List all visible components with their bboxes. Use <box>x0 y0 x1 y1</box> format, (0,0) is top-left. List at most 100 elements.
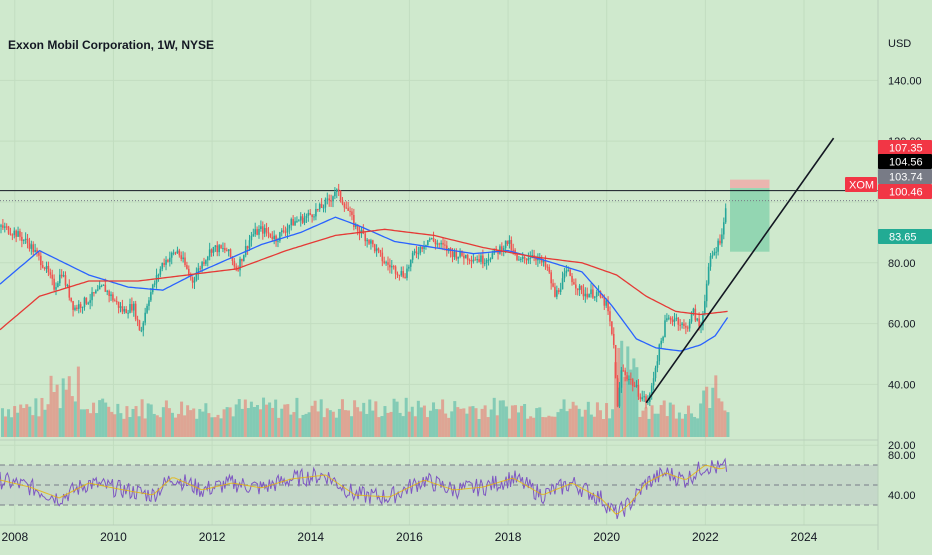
candle-body <box>364 233 367 242</box>
candle-body <box>586 293 589 298</box>
candle-body <box>265 227 268 233</box>
volume-bar <box>404 397 408 437</box>
candle-body <box>609 311 611 322</box>
candle-body <box>662 336 664 341</box>
candle-body <box>698 318 700 327</box>
candle-body <box>356 224 359 231</box>
candle-body <box>457 256 459 259</box>
candle-body <box>224 248 226 251</box>
candle-body <box>222 248 224 250</box>
volume-bar <box>605 403 609 437</box>
volume-bar <box>40 397 44 437</box>
volume-bar <box>428 410 432 437</box>
candle-body <box>267 232 270 234</box>
candle-body <box>379 250 382 253</box>
volume-bar <box>359 411 363 437</box>
candle-body <box>704 301 706 315</box>
volume-bar <box>313 400 317 437</box>
volume-bar <box>189 410 193 437</box>
candle-body <box>169 257 171 262</box>
candle-body <box>159 268 162 275</box>
candle-body <box>123 309 126 312</box>
volume-bar <box>101 398 105 437</box>
candle-body <box>106 290 109 292</box>
candle-body <box>258 229 260 235</box>
candle-body <box>478 259 480 262</box>
volume-bar <box>183 415 187 437</box>
volume-bar <box>204 403 208 437</box>
candle-body <box>724 208 727 223</box>
candle-body <box>279 232 281 241</box>
candle-body <box>354 224 357 227</box>
time-axis[interactable]: 2008 2010 2012 2014 2016 2018 2020 2022 2024 <box>1 530 817 544</box>
time-tick: 2020 <box>593 530 620 544</box>
volume-bar <box>629 369 633 437</box>
candle-body <box>563 273 566 279</box>
candle-body <box>398 274 401 276</box>
volume-bar <box>170 412 174 437</box>
candle-body <box>508 239 511 244</box>
candle-body <box>275 235 277 242</box>
ma-fast-line <box>0 216 729 352</box>
candle-body <box>546 266 549 268</box>
price-tick: 60.00 <box>888 319 916 331</box>
candle-body <box>493 248 496 254</box>
volume-bar <box>295 397 299 437</box>
volume-bar <box>34 398 38 437</box>
volume-bar <box>368 399 372 437</box>
candle-body <box>233 260 236 267</box>
candle-body <box>417 253 420 255</box>
candle-body <box>153 283 156 285</box>
volume-bar <box>283 404 287 437</box>
trendline[interactable] <box>645 137 835 404</box>
volume-bar <box>529 416 533 437</box>
short-position-tool[interactable] <box>730 179 770 252</box>
volume-bar <box>134 406 138 437</box>
candle-body <box>459 250 461 257</box>
volume-bar <box>292 412 296 437</box>
candle-body <box>516 254 518 260</box>
candle-body <box>57 283 59 288</box>
candle-body <box>260 226 262 230</box>
candle-body <box>40 255 42 266</box>
volume-bar <box>280 408 284 437</box>
candle-body <box>472 259 475 262</box>
volume-bar <box>92 402 96 437</box>
candle-body <box>669 317 672 321</box>
candle-body <box>318 204 321 210</box>
candle-body <box>527 258 530 261</box>
volume-bar <box>410 406 414 437</box>
volume-bar <box>441 399 445 437</box>
volume-bar <box>380 416 384 437</box>
candle-body <box>605 300 607 306</box>
candle-body <box>409 259 412 267</box>
volume-bar <box>696 418 700 437</box>
volume-bar <box>589 414 593 437</box>
volume-bar <box>690 413 694 437</box>
candle-body <box>102 284 105 286</box>
volume-bar <box>416 400 420 437</box>
candle-body <box>95 290 97 294</box>
volume-bar <box>131 408 135 437</box>
volume-bar <box>95 413 99 437</box>
candle-body <box>244 246 247 256</box>
ascending-trendline[interactable] <box>645 137 835 404</box>
candle-body <box>26 238 29 244</box>
candle-body <box>0 225 2 227</box>
candle-body <box>628 378 630 380</box>
candle-body <box>489 258 492 260</box>
candle-body <box>373 244 376 252</box>
price-label-bg <box>878 184 932 199</box>
candle-body <box>7 226 10 234</box>
candle-body <box>590 289 592 295</box>
volume-bar <box>222 409 226 437</box>
volume-bar <box>37 416 41 437</box>
horizontal-levels[interactable] <box>0 190 878 202</box>
volume-bar <box>723 410 727 437</box>
candle-body <box>320 204 323 208</box>
volume-bar <box>626 346 630 437</box>
volume-bar <box>213 417 217 437</box>
candle-body <box>129 304 131 313</box>
